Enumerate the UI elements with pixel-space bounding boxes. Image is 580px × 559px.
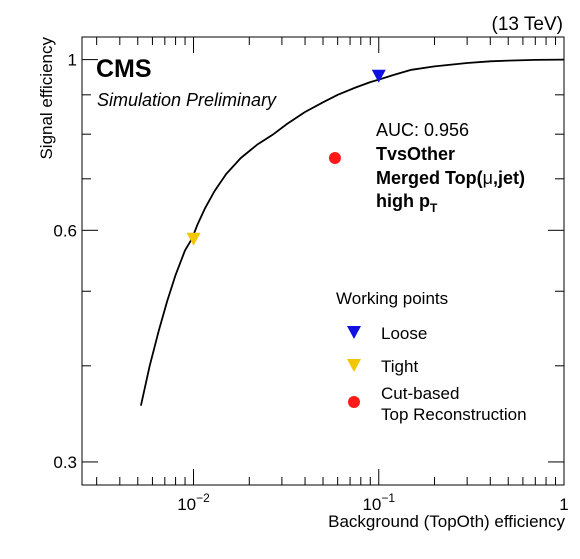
legend-label-tight: Tight	[381, 357, 418, 376]
regime-label-sub: T	[430, 201, 438, 215]
legend-label-cutbased-2: Top Reconstruction	[381, 405, 527, 424]
legend-marker-tight	[347, 359, 361, 372]
category-label: Merged Top(μ,jet)	[376, 168, 525, 188]
legend: Working points Loose Tight Cut-based Top…	[336, 289, 527, 424]
y-tick-label-0: 0.3	[53, 453, 77, 472]
marker-tight	[186, 232, 201, 246]
category-label-post: ,jet)	[493, 168, 525, 188]
x-tick-label-2: 1	[559, 495, 568, 514]
y-tick-label-1: 0.6	[53, 221, 77, 240]
axis-tick-labels: 10−2 10−1 1 0.3 0.6 1	[53, 51, 568, 514]
legend-title: Working points	[336, 289, 448, 308]
legend-label-cutbased-1: Cut-based	[381, 384, 459, 403]
mu-symbol: μ	[483, 168, 493, 188]
x-tick-label-0: 10−2	[177, 491, 210, 514]
category-label-pre: Merged Top(	[376, 168, 483, 188]
regime-label-main: high p	[376, 191, 430, 211]
legend-marker-cut-based	[348, 396, 360, 408]
marker-loose	[371, 69, 386, 83]
marker-cut-based	[328, 151, 341, 164]
legend-marker-loose	[347, 326, 361, 339]
working-point-markers	[186, 69, 386, 246]
roc-curve	[140, 58, 565, 406]
x-axis-title: Background (TopOth) efficiency	[328, 512, 565, 531]
subtitle-label: Simulation Preliminary	[97, 90, 277, 110]
auc-label: AUC: 0.956	[376, 120, 469, 140]
regime-label: high pT	[376, 191, 438, 215]
y-axis-title: Signal efficiency	[37, 37, 56, 160]
y-tick-label-2: 1	[68, 51, 77, 70]
legend-markers	[347, 326, 361, 408]
x-tick-label-1: 10−1	[362, 491, 395, 514]
energy-label: (13 TeV)	[492, 14, 563, 35]
cms-label: CMS	[96, 55, 152, 83]
axis-ticks	[82, 37, 565, 485]
tagger-label: TvsOther	[376, 144, 455, 164]
legend-label-loose: Loose	[381, 324, 427, 343]
